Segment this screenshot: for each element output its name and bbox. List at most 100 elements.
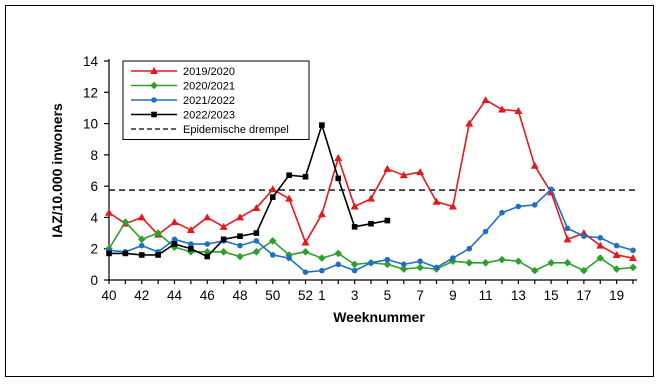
data-point (399, 265, 408, 273)
data-point (448, 202, 457, 210)
data-point (105, 208, 113, 216)
data-point (317, 210, 326, 218)
data-point (613, 242, 620, 249)
data-point (236, 213, 244, 221)
data-point (417, 258, 423, 265)
data-point (515, 203, 522, 210)
x-axis-title: Weeknummer (333, 309, 425, 325)
data-point (286, 172, 292, 178)
data-point (530, 161, 539, 169)
data-point (334, 249, 343, 258)
data-point (498, 105, 506, 113)
legend-marker (151, 97, 157, 103)
data-point (481, 96, 490, 104)
legend-marker (151, 111, 157, 118)
data-point (596, 254, 605, 262)
data-point (531, 202, 538, 208)
data-point (137, 235, 146, 244)
legend-label: 2021/2022 (183, 95, 235, 107)
data-point (629, 263, 637, 272)
data-point (154, 229, 162, 237)
data-point (596, 241, 605, 249)
data-point (171, 241, 178, 247)
y-tick-label: 8 (90, 148, 98, 163)
legend-label: 2020/2021 (183, 81, 235, 93)
data-point (432, 197, 441, 205)
data-point (285, 194, 294, 202)
data-point (351, 224, 358, 230)
data-point (629, 254, 637, 262)
x-tick-label: 42 (134, 288, 149, 303)
x-tick-label: 40 (101, 288, 116, 303)
data-point (514, 107, 523, 115)
series-layer (105, 96, 637, 275)
data-point (269, 194, 276, 200)
data-point (138, 242, 145, 249)
legend-label: 2022/2023 (183, 110, 235, 122)
data-point (449, 257, 457, 266)
data-point (122, 250, 129, 257)
data-point (269, 252, 276, 258)
data-point (368, 220, 374, 227)
legend-item: 2021/2022 (131, 95, 235, 107)
data-point (612, 265, 621, 273)
data-point (563, 235, 572, 243)
data-point (204, 253, 211, 260)
series-2019-2020 (105, 96, 637, 262)
data-point (350, 202, 359, 210)
data-point (400, 261, 407, 268)
data-point (465, 119, 474, 127)
data-point (416, 168, 425, 176)
data-point (188, 241, 194, 247)
data-point (204, 241, 211, 247)
chart-frame (5, 5, 654, 377)
data-point (481, 258, 490, 267)
x-tick-label: 11 (479, 288, 493, 303)
x-tick-label: 50 (265, 288, 280, 303)
data-point (612, 250, 621, 258)
x-tick-label: 5 (384, 288, 392, 303)
data-point (319, 267, 325, 274)
data-point (547, 258, 555, 267)
data-point (399, 171, 408, 179)
data-point (253, 230, 260, 236)
data-point (416, 263, 424, 272)
x-tick-label: 13 (511, 288, 526, 303)
data-point (301, 238, 310, 246)
data-point (318, 254, 326, 262)
data-point (482, 228, 489, 235)
data-point (334, 153, 343, 161)
data-point (335, 261, 342, 268)
data-point (530, 266, 539, 275)
data-point (186, 225, 195, 233)
data-point (237, 242, 243, 249)
y-tick-label: 14 (83, 54, 99, 69)
data-point (499, 209, 505, 216)
data-point (514, 257, 523, 266)
data-point (268, 185, 277, 193)
x-tick-label: 17 (576, 288, 591, 303)
legend-item: 2019/2020 (131, 66, 235, 78)
x-tick-label: 48 (232, 288, 247, 303)
data-point (155, 252, 161, 258)
data-point (564, 225, 571, 232)
y-tick-label: 10 (83, 117, 98, 132)
y-tick-label: 2 (90, 242, 98, 257)
x-tick-label: 19 (609, 288, 624, 303)
x-tick-label: 44 (167, 288, 183, 303)
data-point (335, 175, 342, 182)
y-axis-title: IAZ/10.000 inwoners (49, 103, 65, 238)
series-2022-2023 (106, 122, 391, 260)
y-tick-label: 6 (90, 179, 98, 194)
legend-item: 2020/2021 (131, 81, 235, 93)
legend: 2019/2020 2020/2021 2021/2022 2022/2023 Epid… (122, 60, 310, 140)
data-point (219, 222, 228, 230)
data-point (433, 264, 440, 271)
data-point (188, 245, 194, 252)
series-line (109, 124, 388, 258)
x-tick-label: 1 (318, 288, 326, 303)
data-point (383, 164, 392, 172)
data-point (138, 252, 145, 258)
